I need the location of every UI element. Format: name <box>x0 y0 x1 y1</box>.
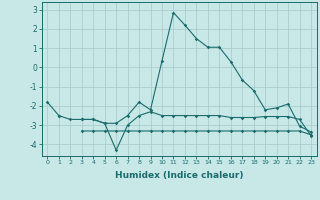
X-axis label: Humidex (Indice chaleur): Humidex (Indice chaleur) <box>115 171 244 180</box>
